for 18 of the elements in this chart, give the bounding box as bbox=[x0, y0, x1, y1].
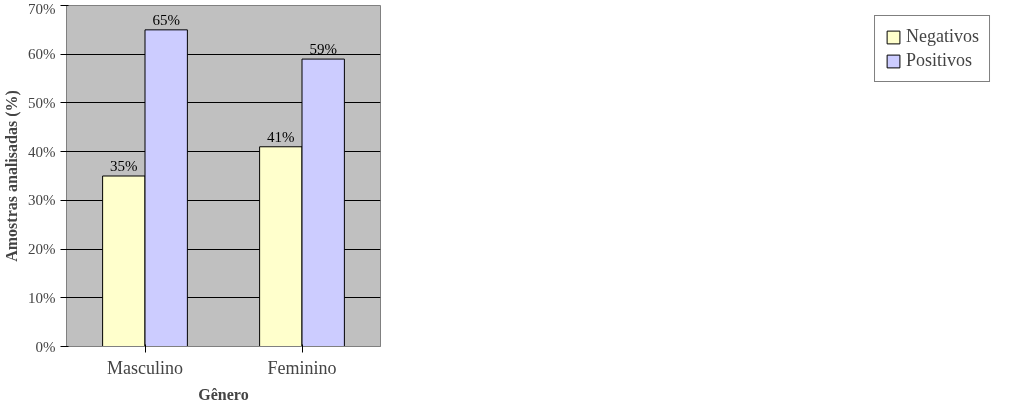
y-axis-title: Amostras analisadas (%) bbox=[3, 90, 21, 262]
legend-label: Positivos bbox=[906, 50, 973, 71]
y-tick-label: 50% bbox=[28, 94, 56, 111]
data-label: 65% bbox=[152, 11, 180, 28]
y-tick-label: 60% bbox=[28, 46, 56, 63]
x-tick-label: Masculino bbox=[107, 357, 183, 378]
y-tick-label: 30% bbox=[28, 192, 56, 209]
legend-label: Negativos bbox=[906, 26, 979, 47]
data-label: 35% bbox=[110, 158, 138, 174]
x-tick-label: Feminino bbox=[267, 357, 337, 378]
y-tick-label: 70% bbox=[28, 0, 56, 17]
data-label: 41% bbox=[267, 128, 295, 145]
y-tick-label: 0% bbox=[35, 338, 56, 355]
y-tick-label: 40% bbox=[28, 143, 56, 160]
y-tick-label: 20% bbox=[28, 241, 56, 258]
y-tick-label: 10% bbox=[28, 289, 56, 306]
x-axis-title: Gênero bbox=[198, 385, 249, 403]
data-label: 59% bbox=[309, 41, 337, 58]
